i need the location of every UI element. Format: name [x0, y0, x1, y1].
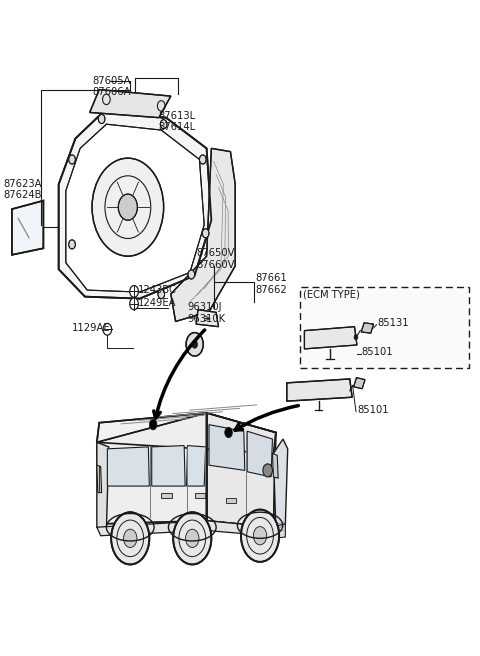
Circle shape: [103, 323, 112, 335]
Polygon shape: [108, 447, 149, 486]
Polygon shape: [97, 465, 102, 493]
Polygon shape: [171, 148, 235, 321]
Polygon shape: [226, 498, 236, 503]
Text: 87650V
87660V: 87650V 87660V: [196, 248, 235, 270]
Polygon shape: [287, 379, 352, 401]
Polygon shape: [97, 442, 109, 531]
Polygon shape: [361, 323, 373, 333]
Circle shape: [92, 158, 164, 256]
Polygon shape: [195, 493, 205, 498]
Circle shape: [173, 512, 211, 564]
Polygon shape: [274, 439, 288, 527]
Circle shape: [192, 340, 198, 348]
Polygon shape: [66, 124, 204, 292]
Polygon shape: [97, 413, 276, 453]
Circle shape: [202, 229, 209, 238]
Text: 1249EA: 1249EA: [137, 298, 176, 308]
Text: 85131: 85131: [377, 318, 409, 328]
Polygon shape: [271, 524, 285, 539]
Circle shape: [225, 427, 232, 438]
Polygon shape: [273, 453, 278, 478]
FancyBboxPatch shape: [300, 287, 469, 369]
Circle shape: [118, 194, 137, 220]
Text: 96310J
96310K: 96310J 96310K: [188, 302, 226, 324]
Circle shape: [158, 289, 165, 298]
Polygon shape: [161, 493, 172, 498]
Text: 87613L
87614L: 87613L 87614L: [158, 111, 195, 133]
Circle shape: [186, 333, 203, 356]
Text: (ECM TYPE): (ECM TYPE): [303, 289, 360, 299]
Polygon shape: [206, 413, 276, 527]
Circle shape: [149, 419, 157, 430]
Text: 1129AE: 1129AE: [72, 323, 111, 333]
Circle shape: [130, 298, 138, 310]
Polygon shape: [209, 424, 245, 470]
Text: 87661
87662: 87661 87662: [256, 274, 288, 295]
Polygon shape: [97, 521, 274, 536]
Polygon shape: [97, 413, 206, 524]
Polygon shape: [354, 378, 365, 389]
Text: 87623A
87624B: 87623A 87624B: [4, 178, 42, 200]
Circle shape: [69, 240, 75, 249]
Text: 85101: 85101: [357, 405, 388, 415]
Circle shape: [263, 464, 273, 477]
Circle shape: [241, 510, 279, 562]
Circle shape: [123, 529, 137, 548]
Polygon shape: [187, 445, 205, 486]
Text: 85101: 85101: [362, 347, 393, 357]
Circle shape: [354, 335, 358, 340]
Circle shape: [253, 527, 267, 545]
Circle shape: [199, 155, 206, 164]
Text: 1243BC: 1243BC: [137, 285, 176, 295]
Polygon shape: [196, 310, 218, 327]
Circle shape: [69, 155, 75, 164]
Polygon shape: [12, 201, 43, 255]
Polygon shape: [247, 431, 273, 477]
Circle shape: [160, 119, 167, 129]
Text: 87605A
87606A: 87605A 87606A: [92, 75, 131, 97]
Circle shape: [130, 285, 138, 297]
Circle shape: [111, 512, 149, 564]
Circle shape: [188, 270, 195, 279]
Circle shape: [98, 114, 105, 123]
Polygon shape: [59, 111, 211, 298]
Polygon shape: [90, 90, 171, 117]
Polygon shape: [304, 327, 357, 349]
Polygon shape: [152, 445, 185, 486]
Circle shape: [186, 529, 199, 548]
